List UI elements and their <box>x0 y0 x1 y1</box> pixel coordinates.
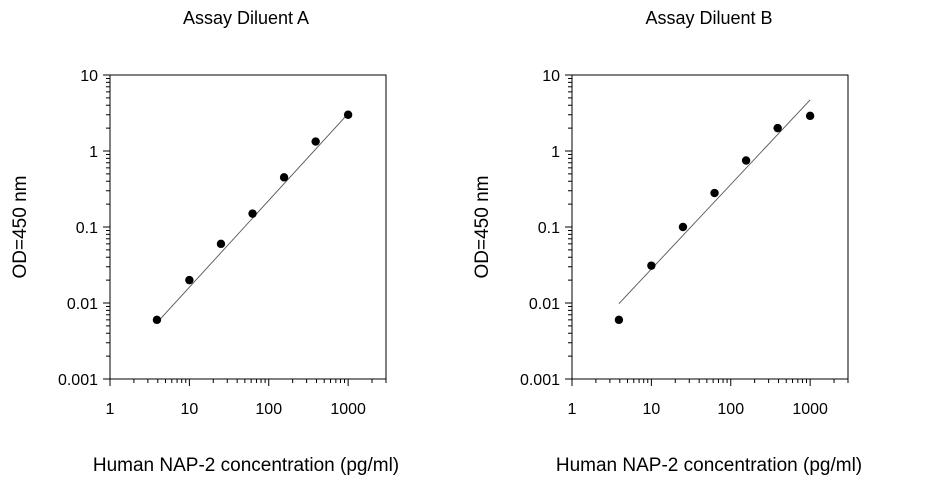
chart-2-x-tick-label: 100 <box>717 401 744 418</box>
chart-1-x-tick-label: 10 <box>180 401 198 418</box>
chart-2-data-point <box>647 261 656 270</box>
chart-1-x-tick-label: 100 <box>255 401 282 418</box>
chart-1-y-tick-label: 0.001 <box>58 372 98 389</box>
chart-2-y-tick-label: 0.01 <box>529 296 560 313</box>
chart-1-y-tick-label: 0.01 <box>67 296 98 313</box>
chart-1-data-point <box>343 110 353 119</box>
chart-2-x-tick-label: 1000 <box>792 401 828 418</box>
chart-1-x-tick-label: 1 <box>106 401 115 418</box>
chart-1-y-tick-label: 0.1 <box>76 220 98 237</box>
chart-2-data-point <box>678 222 688 232</box>
chart-2-title: Assay Diluent B <box>645 8 772 28</box>
chart-2-y-tick-label: 1 <box>551 144 560 161</box>
chart-1-data-point <box>248 209 257 218</box>
chart-1-title: Assay Diluent A <box>183 8 309 28</box>
chart-2-x-tick-label: 10 <box>642 401 660 418</box>
chart-2-x-tick-label: 1 <box>568 401 577 418</box>
chart-1-plot-frame <box>109 74 387 380</box>
chart-1-fit-line <box>156 113 349 324</box>
chart-1-y-axis-label: OD=450 nm <box>10 176 31 279</box>
chart-2-y-axis-label: OD=450 nm <box>472 176 493 279</box>
chart-1-data-point <box>152 315 162 325</box>
chart-2-data-point <box>773 123 782 133</box>
chart-1-data-point <box>279 173 289 182</box>
chart-2-data-point <box>805 111 815 121</box>
chart-2-data-point <box>614 315 624 325</box>
chart-2-y-tick-label: 0.001 <box>520 372 560 389</box>
chart-1-x-axis-label: Human NAP-2 concentration (pg/ml) <box>93 455 399 476</box>
chart-2-x-axis-label: Human NAP-2 concentration (pg/ml) <box>556 455 862 476</box>
chart-2-data-point <box>710 188 719 198</box>
chart-1-data-point <box>311 137 320 146</box>
chart-1-data-point <box>216 239 226 249</box>
chart-2-plot-frame <box>571 74 849 380</box>
chart-2-y-tick-label: 10 <box>542 68 560 85</box>
chart-2-data-point <box>741 156 751 165</box>
chart-2-fit-line <box>618 99 811 304</box>
chart-1-y-tick-label: 10 <box>80 68 98 85</box>
chart-1-y-tick-label: 1 <box>89 144 98 161</box>
chart-1-data-point <box>185 275 194 285</box>
chart-2-y-tick-label: 0.1 <box>538 220 560 237</box>
chart-1-x-tick-label: 1000 <box>330 401 366 418</box>
